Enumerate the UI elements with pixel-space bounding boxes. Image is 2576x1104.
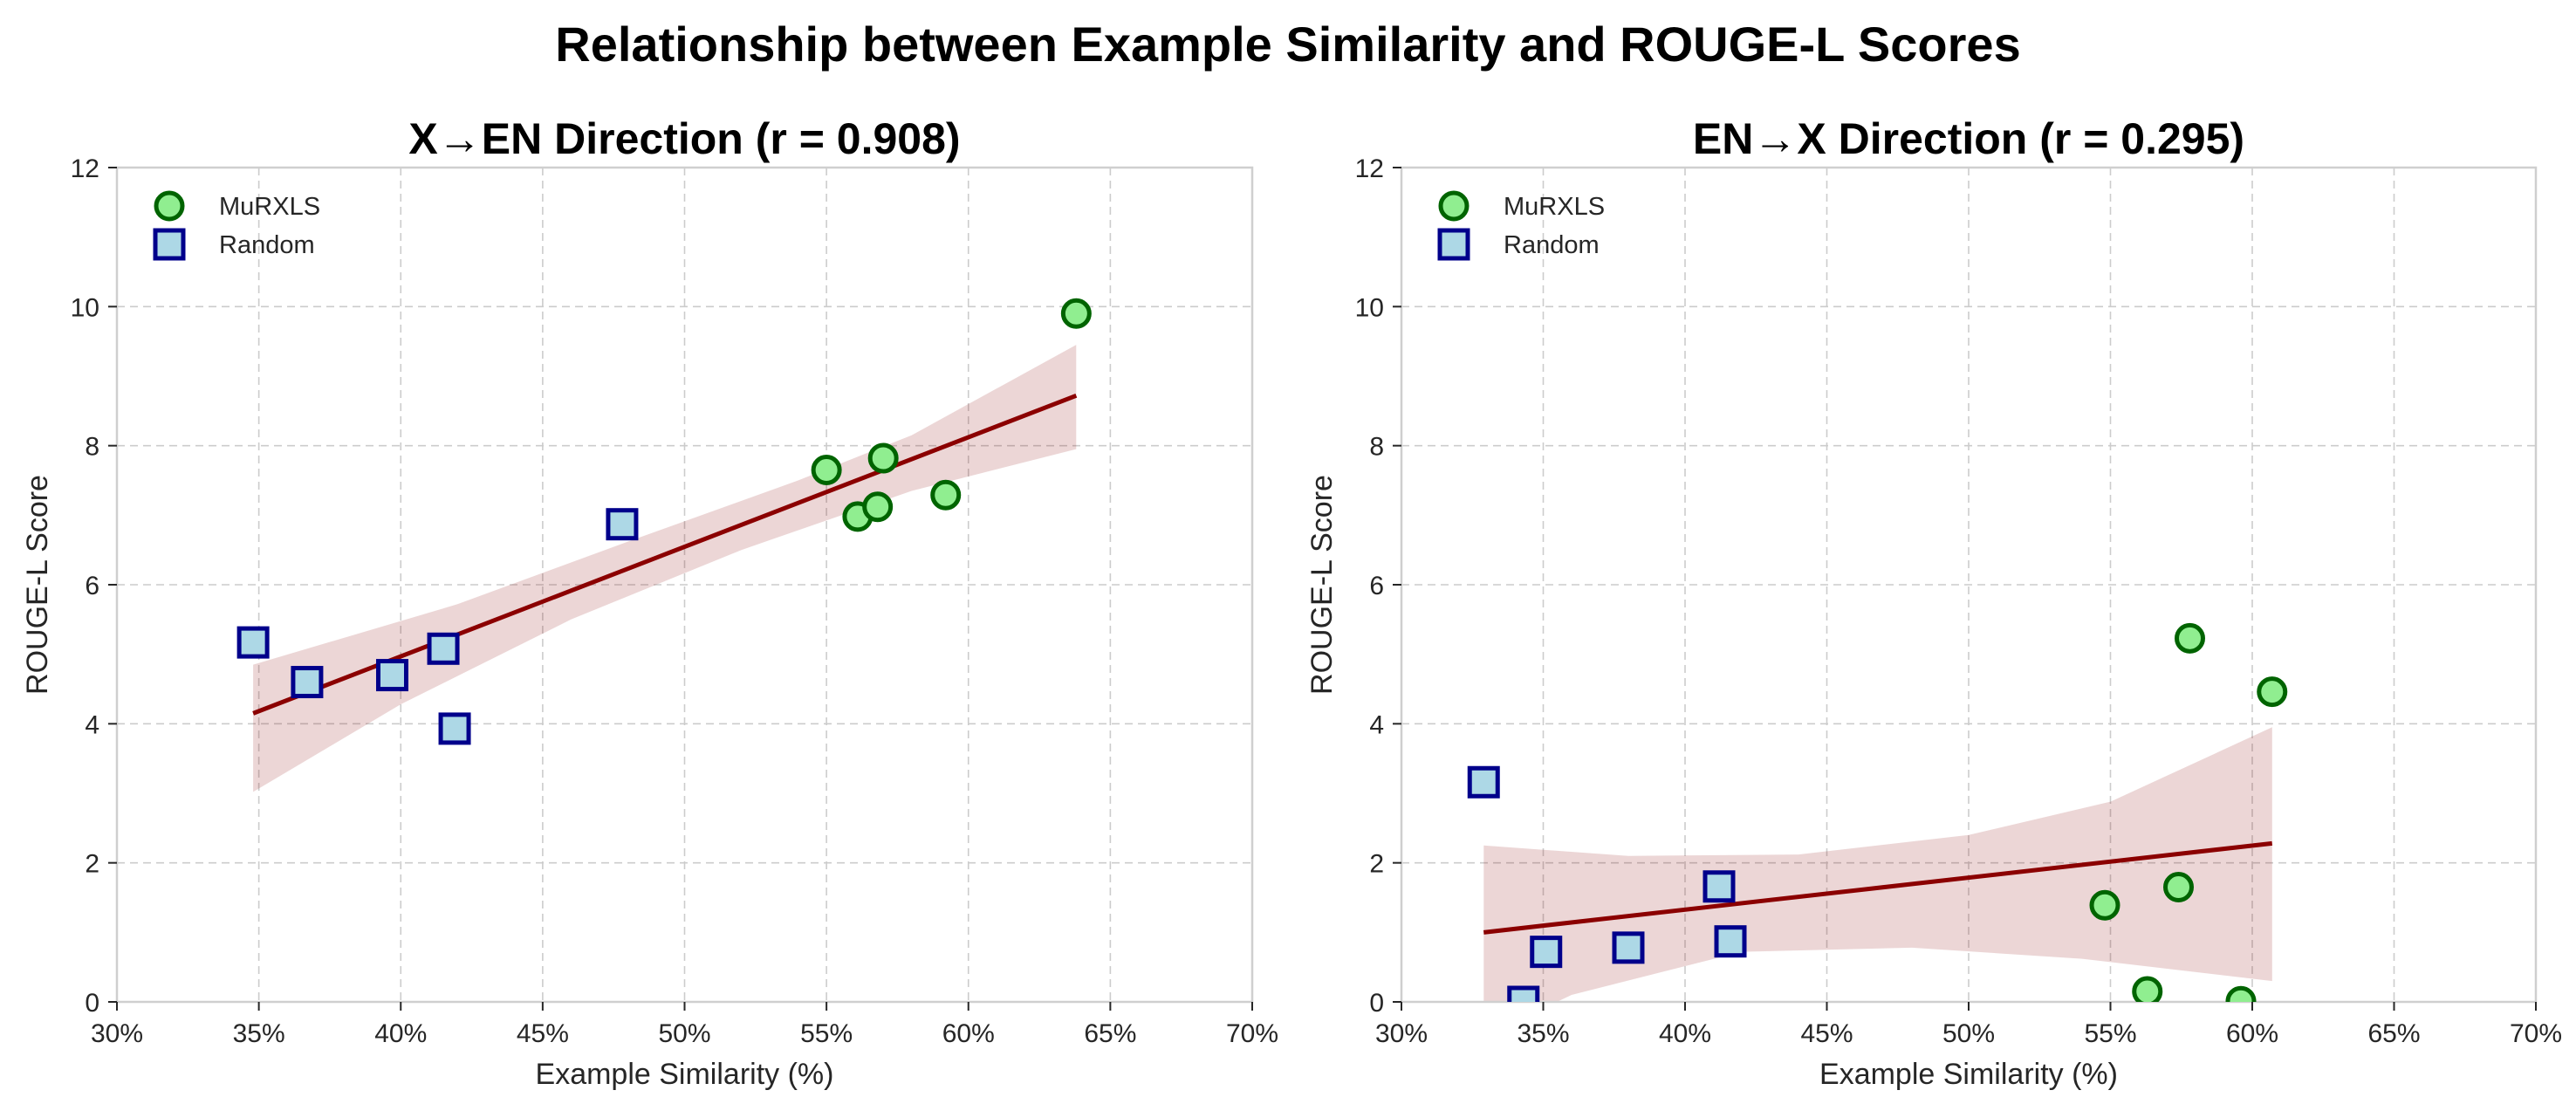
point-murxls [867,442,899,474]
point-random [236,626,270,659]
point-murxls [2132,976,2163,1002]
panel-title: X→EN Direction (r = 0.908) [408,114,960,163]
panel-title: EN→X Direction (r = 0.295) [1693,114,2244,163]
legend-marker-square [153,228,186,261]
y-tick-label: 8 [85,433,99,462]
x-tick-label: 70% [2510,1019,2562,1048]
x-tick-label: 60% [2226,1019,2278,1048]
x-tick-label: 55% [2084,1019,2136,1048]
legend-label: Random [219,231,315,259]
point-random [291,666,324,699]
x-tick-label: 50% [658,1019,710,1048]
point-random [1530,936,1563,969]
y-tick-label: 0 [85,989,99,1018]
y-tick-label: 4 [85,710,99,739]
point-murxls [811,455,842,486]
legend-label: MuRXLS [219,193,320,221]
x-tick-label: 60% [942,1019,995,1048]
point-murxls [2163,872,2194,903]
y-tick-label: 2 [85,850,99,879]
legend-marker-circle [154,190,185,222]
x-axis-label: Example Similarity (%) [1819,1058,2118,1091]
y-tick-label: 6 [1369,572,1384,600]
x-tick-label: 40% [374,1019,427,1048]
legend: MuRXLS Random [1437,190,1605,261]
point-murxls [2175,622,2205,654]
point-random [1612,931,1645,964]
y-tick-label: 8 [1369,433,1384,462]
y-tick-label: 10 [1355,293,1384,322]
x-tick-label: 50% [1942,1019,1995,1048]
x-tick-label: 70% [1226,1019,1278,1048]
confidence-band [1483,727,2272,1002]
point-random [1702,870,1736,903]
point-murxls [2257,676,2288,708]
point-random [427,632,460,665]
figure-title: Relationship between Example Similarity … [555,17,2020,72]
legend-label: Random [1504,231,1600,259]
x-tick-label: 45% [517,1019,569,1048]
x-tick-label: 55% [800,1019,853,1048]
x-tick-label: 35% [1517,1019,1569,1048]
x-tick-label: 40% [1659,1019,1711,1048]
point-random [1467,765,1500,799]
x-tick-label: 45% [1800,1019,1853,1048]
y-tick-label: 2 [1369,850,1384,879]
y-tick-label: 6 [85,572,99,600]
y-axis-label: ROUGE-L Score [21,475,54,695]
legend-marker-circle [1438,190,1470,222]
point-murxls [862,491,894,523]
y-axis-label: ROUGE-L Score [1305,475,1339,695]
legend-label: MuRXLS [1504,193,1605,221]
panel-en-to-x: EN→X Direction (r = 0.295) 30% 35% 40% 45% 50… [1305,114,2562,1091]
y-tick-label: 4 [1369,710,1384,739]
point-murxls [2225,985,2257,1002]
point-random [1507,985,1540,1002]
data-points [1467,622,2288,1002]
x-tick-label: 35% [233,1019,285,1048]
panel-x-to-en: X→EN Direction (r = 0.908) 30% 35% 40% 45% 50… [21,114,1278,1091]
data-points [236,298,1092,745]
regression-line [1483,840,2273,935]
point-random [1714,925,1747,958]
point-murxls [2089,889,2120,921]
confidence-band [253,345,1077,792]
x-tick-label: 30% [1375,1019,1428,1048]
point-murxls [1060,298,1092,329]
y-tick-label: 12 [1355,154,1384,183]
y-tick-label: 12 [71,154,99,183]
x-tick-label: 65% [1084,1019,1136,1048]
x-axis-label: Example Similarity (%) [536,1058,834,1091]
y-tick-label: 10 [71,293,99,322]
x-tick-label: 65% [2367,1019,2420,1048]
legend: MuRXLS Random [153,190,320,261]
point-murxls [930,479,962,511]
x-tick-label: 30% [91,1019,143,1048]
y-tick-label: 0 [1369,989,1384,1018]
point-random [438,712,471,745]
point-random [375,659,408,692]
point-random [606,508,639,541]
legend-marker-square [1437,228,1470,261]
